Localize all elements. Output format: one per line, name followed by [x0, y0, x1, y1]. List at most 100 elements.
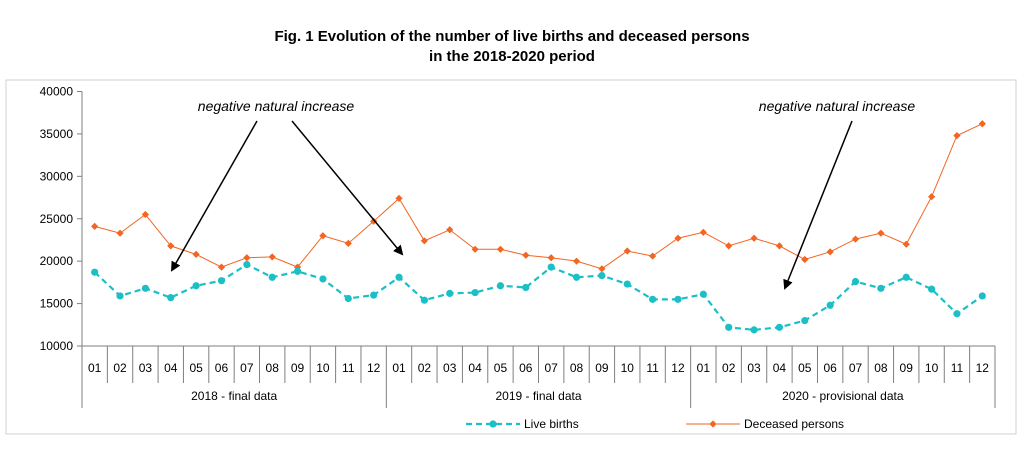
x-tick-label: 10 — [925, 361, 939, 375]
legend-marker-deceased-persons — [709, 420, 717, 428]
point-deceased-persons — [217, 263, 226, 271]
x-tick-label: 11 — [646, 361, 659, 375]
point-live-births — [927, 285, 936, 293]
point-live-births — [268, 273, 276, 281]
x-tick-label: 09 — [900, 361, 914, 375]
annotation-arrow — [171, 120, 258, 272]
point-live-births — [167, 294, 175, 302]
y-tick-label: 10000 — [40, 339, 74, 353]
point-deceased-persons — [953, 132, 961, 140]
point-deceased-persons — [978, 120, 986, 128]
annotation-text: negative natural increase — [759, 98, 916, 114]
point-deceased-persons — [725, 242, 733, 250]
x-tick-label: 02 — [722, 361, 736, 375]
y-tick-label: 35000 — [40, 127, 74, 141]
point-live-births — [116, 292, 124, 300]
x-group-label: 2019 - final data — [495, 389, 581, 403]
point-deceased-persons — [522, 251, 530, 259]
point-live-births — [725, 323, 733, 331]
point-live-births — [877, 284, 885, 292]
point-live-births — [91, 268, 99, 276]
chart-title-line-1: Fig. 1 Evolution of the number of live b… — [274, 28, 750, 45]
point-deceased-persons — [370, 217, 378, 225]
annotation-arrow — [783, 120, 853, 290]
point-live-births — [572, 273, 581, 281]
x-tick-label: 10 — [621, 361, 635, 375]
y-tick-label: 30000 — [40, 169, 74, 183]
x-tick-label: 12 — [976, 361, 990, 375]
point-live-births — [192, 282, 200, 290]
point-live-births — [471, 288, 479, 297]
x-tick-label: 02 — [113, 361, 127, 375]
point-deceased-persons — [927, 193, 936, 201]
x-tick-label: 03 — [139, 361, 153, 375]
point-live-births — [141, 284, 150, 292]
x-tick-label: 05 — [798, 361, 812, 375]
point-live-births — [902, 273, 910, 281]
point-live-births — [953, 310, 961, 318]
point-live-births — [775, 323, 784, 331]
y-tick-label: 25000 — [40, 212, 74, 226]
annotation-text: negative natural increase — [198, 98, 355, 114]
point-deceased-persons — [192, 250, 200, 258]
x-tick-label: 03 — [747, 361, 761, 375]
x-tick-label: 01 — [392, 361, 406, 375]
point-deceased-persons — [496, 245, 505, 253]
point-deceased-persons — [851, 235, 860, 243]
x-tick-label: 05 — [494, 361, 508, 375]
x-tick-label: 06 — [215, 361, 229, 375]
y-tick-label: 15000 — [40, 297, 74, 311]
annotation-arrow — [291, 120, 404, 256]
point-live-births — [674, 295, 682, 303]
point-live-births — [420, 296, 428, 304]
chart-area-border — [5, 79, 1017, 435]
x-tick-label: 10 — [316, 361, 330, 375]
point-deceased-persons — [395, 194, 403, 202]
point-deceased-persons — [775, 242, 784, 250]
x-tick-label: 11 — [342, 361, 355, 375]
x-tick-label: 09 — [291, 361, 305, 375]
point-deceased-persons — [471, 245, 479, 253]
x-tick-label: 04 — [773, 361, 787, 375]
point-live-births — [344, 294, 352, 303]
x-tick-label: 01 — [697, 361, 711, 375]
chart-title-line-2: in the 2018-2020 period — [429, 48, 595, 65]
x-tick-label: 12 — [367, 361, 381, 375]
x-tick-label: 04 — [164, 361, 178, 375]
x-tick-label: 08 — [570, 361, 584, 375]
x-tick-label: 08 — [874, 361, 888, 375]
point-deceased-persons — [268, 253, 276, 261]
y-tick-label: 40000 — [40, 85, 74, 99]
point-deceased-persons — [598, 265, 606, 273]
point-deceased-persons — [446, 226, 454, 234]
x-tick-label: 07 — [240, 361, 254, 375]
point-live-births — [851, 277, 860, 286]
point-live-births — [217, 277, 226, 285]
point-live-births — [801, 316, 809, 325]
point-live-births — [293, 267, 302, 275]
point-deceased-persons — [167, 242, 175, 250]
point-live-births — [319, 275, 327, 283]
point-deceased-persons — [319, 232, 327, 240]
x-group-label: 2020 - provisional data — [782, 389, 904, 403]
y-tick-label: 20000 — [40, 254, 74, 268]
point-live-births — [699, 290, 707, 298]
x-tick-label: 12 — [671, 361, 685, 375]
point-deceased-persons — [547, 254, 555, 262]
point-live-births — [598, 271, 606, 280]
point-live-births — [750, 326, 758, 334]
point-live-births — [623, 280, 631, 288]
x-group-label: 2018 - final data — [191, 389, 277, 403]
x-tick-label: 03 — [443, 361, 457, 375]
x-tick-label: 04 — [468, 361, 482, 375]
point-deceased-persons — [826, 248, 834, 256]
x-tick-label: 11 — [951, 361, 964, 375]
point-live-births — [978, 292, 986, 300]
point-deceased-persons — [902, 240, 910, 248]
x-tick-label: 07 — [545, 361, 559, 375]
x-tick-label: 01 — [88, 361, 102, 375]
x-tick-label: 09 — [595, 361, 609, 375]
point-deceased-persons — [572, 257, 581, 265]
point-live-births — [370, 291, 378, 299]
